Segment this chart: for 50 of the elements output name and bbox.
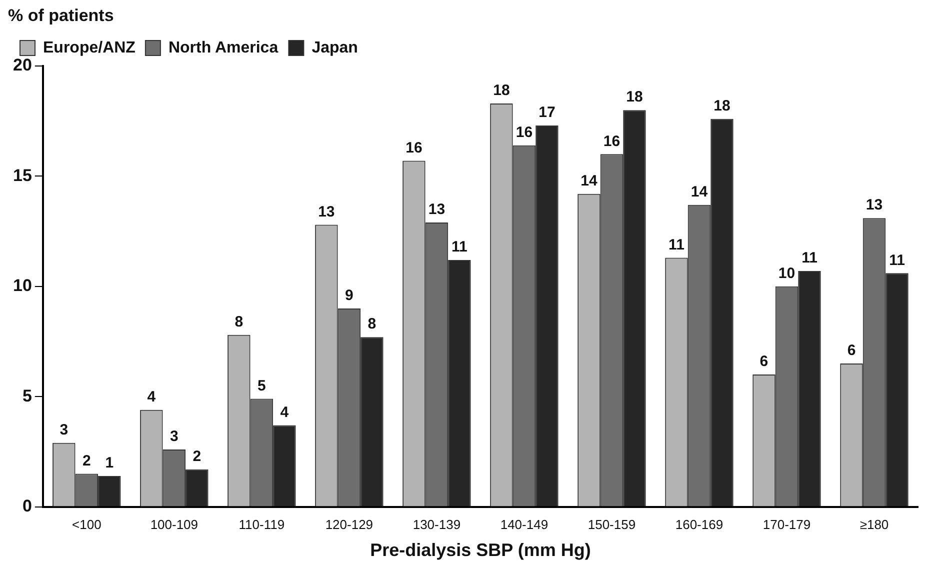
x-tick-label: 140-149 [500, 517, 548, 532]
x-tick-label: ≥180 [860, 517, 889, 532]
data-label: 10 [778, 265, 796, 282]
data-label: 14 [580, 172, 598, 190]
data-label: 4 [280, 404, 290, 421]
x-tick-label: 160-169 [675, 517, 724, 532]
data-label: 16 [516, 124, 533, 141]
x-axis-title: Pre-dialysis SBP (mm Hg) [370, 540, 591, 560]
x-tick-label: 100-109 [150, 517, 198, 532]
data-label: 1 [105, 454, 114, 472]
data-label: 5 [258, 377, 266, 394]
legend-label: Europe/ANZ [43, 39, 136, 56]
data-label: 13 [866, 196, 883, 214]
legend-label: Japan [312, 39, 358, 56]
y-tick-label: 0 [22, 496, 32, 516]
data-label: 8 [234, 314, 244, 331]
data-label: 13 [428, 201, 446, 218]
x-tick-label: 110-119 [238, 517, 285, 532]
y-tick-label: 20 [12, 56, 32, 75]
x-tick-label: 150-159 [588, 517, 636, 532]
data-label: 18 [714, 98, 730, 115]
data-label: 11 [802, 250, 818, 267]
y-axis-title: % of patients [8, 6, 114, 26]
data-label: 9 [345, 287, 354, 304]
data-label: 11 [889, 252, 905, 269]
data-label: 14 [690, 183, 708, 200]
y-tick-label: 5 [22, 386, 32, 406]
data-label: 8 [368, 316, 376, 333]
x-tick-label: <100 [72, 517, 102, 532]
data-label: 11 [452, 238, 468, 256]
data-label: 18 [626, 88, 643, 106]
y-tick-label: 10 [12, 276, 32, 296]
data-label: 2 [82, 452, 91, 470]
data-label: 17 [538, 104, 556, 122]
data-label: 16 [406, 139, 422, 156]
data-label: 3 [170, 428, 178, 446]
x-tick-label: 170-179 [762, 517, 811, 532]
data-label: 16 [603, 132, 620, 150]
data-label: 18 [493, 82, 510, 100]
x-tick-label: 130-139 [412, 517, 461, 532]
data-label: 11 [668, 236, 684, 254]
data-label: 6 [847, 342, 856, 360]
data-label: 6 [760, 353, 768, 370]
y-tick-label: 15 [12, 166, 32, 185]
x-tick-label: 120-129 [325, 517, 374, 532]
data-label: 3 [60, 422, 68, 439]
legend-label: North America [168, 39, 278, 56]
data-label: 4 [147, 388, 156, 406]
data-label: 2 [192, 448, 202, 465]
data-label: 13 [318, 203, 335, 220]
